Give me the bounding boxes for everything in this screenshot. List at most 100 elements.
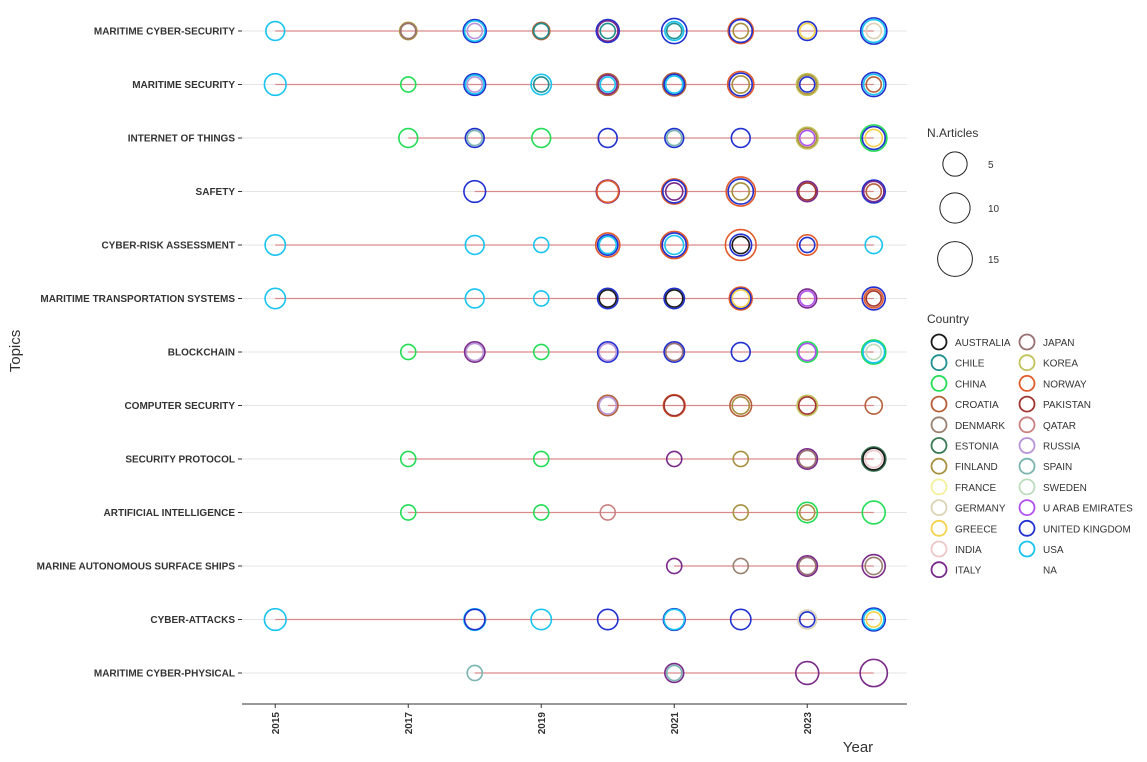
bubble <box>865 343 883 361</box>
size-legend: N.Articles 5 10 15 <box>927 126 1000 277</box>
country-legend-key <box>1018 395 1036 413</box>
bubble <box>862 447 886 471</box>
bubbles <box>263 17 889 688</box>
bubble <box>462 18 488 44</box>
bubble <box>597 127 618 149</box>
country-legend-key <box>930 540 948 558</box>
y-axis-title: Topics <box>7 330 24 373</box>
bubble <box>263 72 287 97</box>
bubble <box>664 182 684 201</box>
bubble <box>399 343 417 361</box>
size-legend-circle <box>939 192 971 224</box>
bubble <box>598 289 618 308</box>
bubble <box>665 557 683 575</box>
bubble <box>531 21 551 41</box>
bubble <box>725 176 757 207</box>
bubble <box>664 75 684 94</box>
bubble <box>862 340 886 364</box>
bubble <box>796 341 819 363</box>
country-legend-label: NA <box>1043 566 1057 577</box>
bubble <box>665 129 683 147</box>
bubble <box>797 127 818 149</box>
bubble <box>798 236 816 254</box>
country-legend-label: FRANCE <box>955 483 996 494</box>
bubble <box>861 125 887 151</box>
bubble <box>864 556 884 576</box>
bubble <box>797 609 818 630</box>
country-legend-key <box>930 333 948 351</box>
bubble <box>859 17 888 45</box>
country-legend-label: JAPAN <box>1043 338 1075 349</box>
bubble <box>796 394 819 417</box>
bubble <box>664 127 685 149</box>
bubble <box>729 287 752 310</box>
bubble <box>798 611 816 628</box>
country-legend-label: RUSSIA <box>1043 442 1081 453</box>
bubble <box>596 287 619 310</box>
bubble <box>399 504 417 521</box>
bubble <box>859 124 888 152</box>
bubble <box>797 396 817 415</box>
size-legend-label: 5 <box>988 160 994 171</box>
bubble <box>731 396 751 415</box>
size-legend-label: 10 <box>988 204 1000 215</box>
bubble <box>728 286 754 311</box>
bubble <box>794 660 820 686</box>
bubble <box>795 126 819 150</box>
bubble <box>660 178 688 205</box>
bubble <box>859 658 889 688</box>
y-tick-label: ARTIFICIAL INTELLIGENCE <box>104 508 236 519</box>
bubble <box>663 341 686 363</box>
bubble <box>664 289 684 308</box>
bubble <box>796 555 819 577</box>
country-legend-label: QATAR <box>1043 421 1076 432</box>
y-axis: MARITIME CYBER-SECURITY MARITIME SECURITY… <box>37 27 242 680</box>
country-legend-label: PAKISTAN <box>1043 400 1091 411</box>
y-tick-label: MARITIME CYBER-SECURITY <box>94 27 235 38</box>
y-tick-label: SAFETY <box>196 187 236 198</box>
bubble <box>464 288 485 309</box>
country-legend-key <box>930 437 948 454</box>
country-legend-key <box>930 354 948 372</box>
country-legend-key <box>1018 333 1036 351</box>
x-axis: 2015 2017 2019 2021 2023 <box>242 703 907 735</box>
country-legend-label: CHINA <box>955 379 986 390</box>
bubble <box>532 450 550 468</box>
country-legend-label: GREECE <box>955 524 998 535</box>
y-tick-label: MARITIME SECURITY <box>132 80 235 91</box>
country-legend-label: SPAIN <box>1043 462 1072 473</box>
bubble <box>596 608 619 631</box>
country-legend-label: CHILE <box>955 359 985 370</box>
bubble <box>862 180 885 203</box>
x-axis-title: Year <box>843 739 873 756</box>
bubble <box>463 20 486 42</box>
bubble <box>798 22 816 40</box>
bubble <box>463 179 487 204</box>
bubble <box>665 664 683 682</box>
y-tick-label: SECURITY PROTOCOL <box>125 455 235 466</box>
bubble <box>862 608 885 631</box>
bubble <box>729 608 752 631</box>
bubble <box>798 76 816 93</box>
bubble <box>861 553 887 579</box>
bubble <box>860 446 887 472</box>
bubble <box>263 607 287 632</box>
bubble <box>795 72 819 97</box>
bubble <box>596 394 619 417</box>
bubble <box>862 73 885 96</box>
bubble <box>861 179 887 204</box>
bubble <box>264 287 287 310</box>
country-legend-label: KOREA <box>1043 359 1078 370</box>
bubble <box>729 393 753 418</box>
country-legend-key <box>930 374 948 392</box>
x-tick-label: 2017 <box>404 712 415 735</box>
bubble <box>732 22 750 40</box>
bubble <box>530 608 553 631</box>
x-tick-label: 2021 <box>670 712 681 735</box>
bubble <box>463 608 486 631</box>
country-legend-key <box>1018 354 1036 372</box>
bubble <box>726 70 755 99</box>
bubble <box>265 20 286 42</box>
bubble <box>797 20 818 42</box>
